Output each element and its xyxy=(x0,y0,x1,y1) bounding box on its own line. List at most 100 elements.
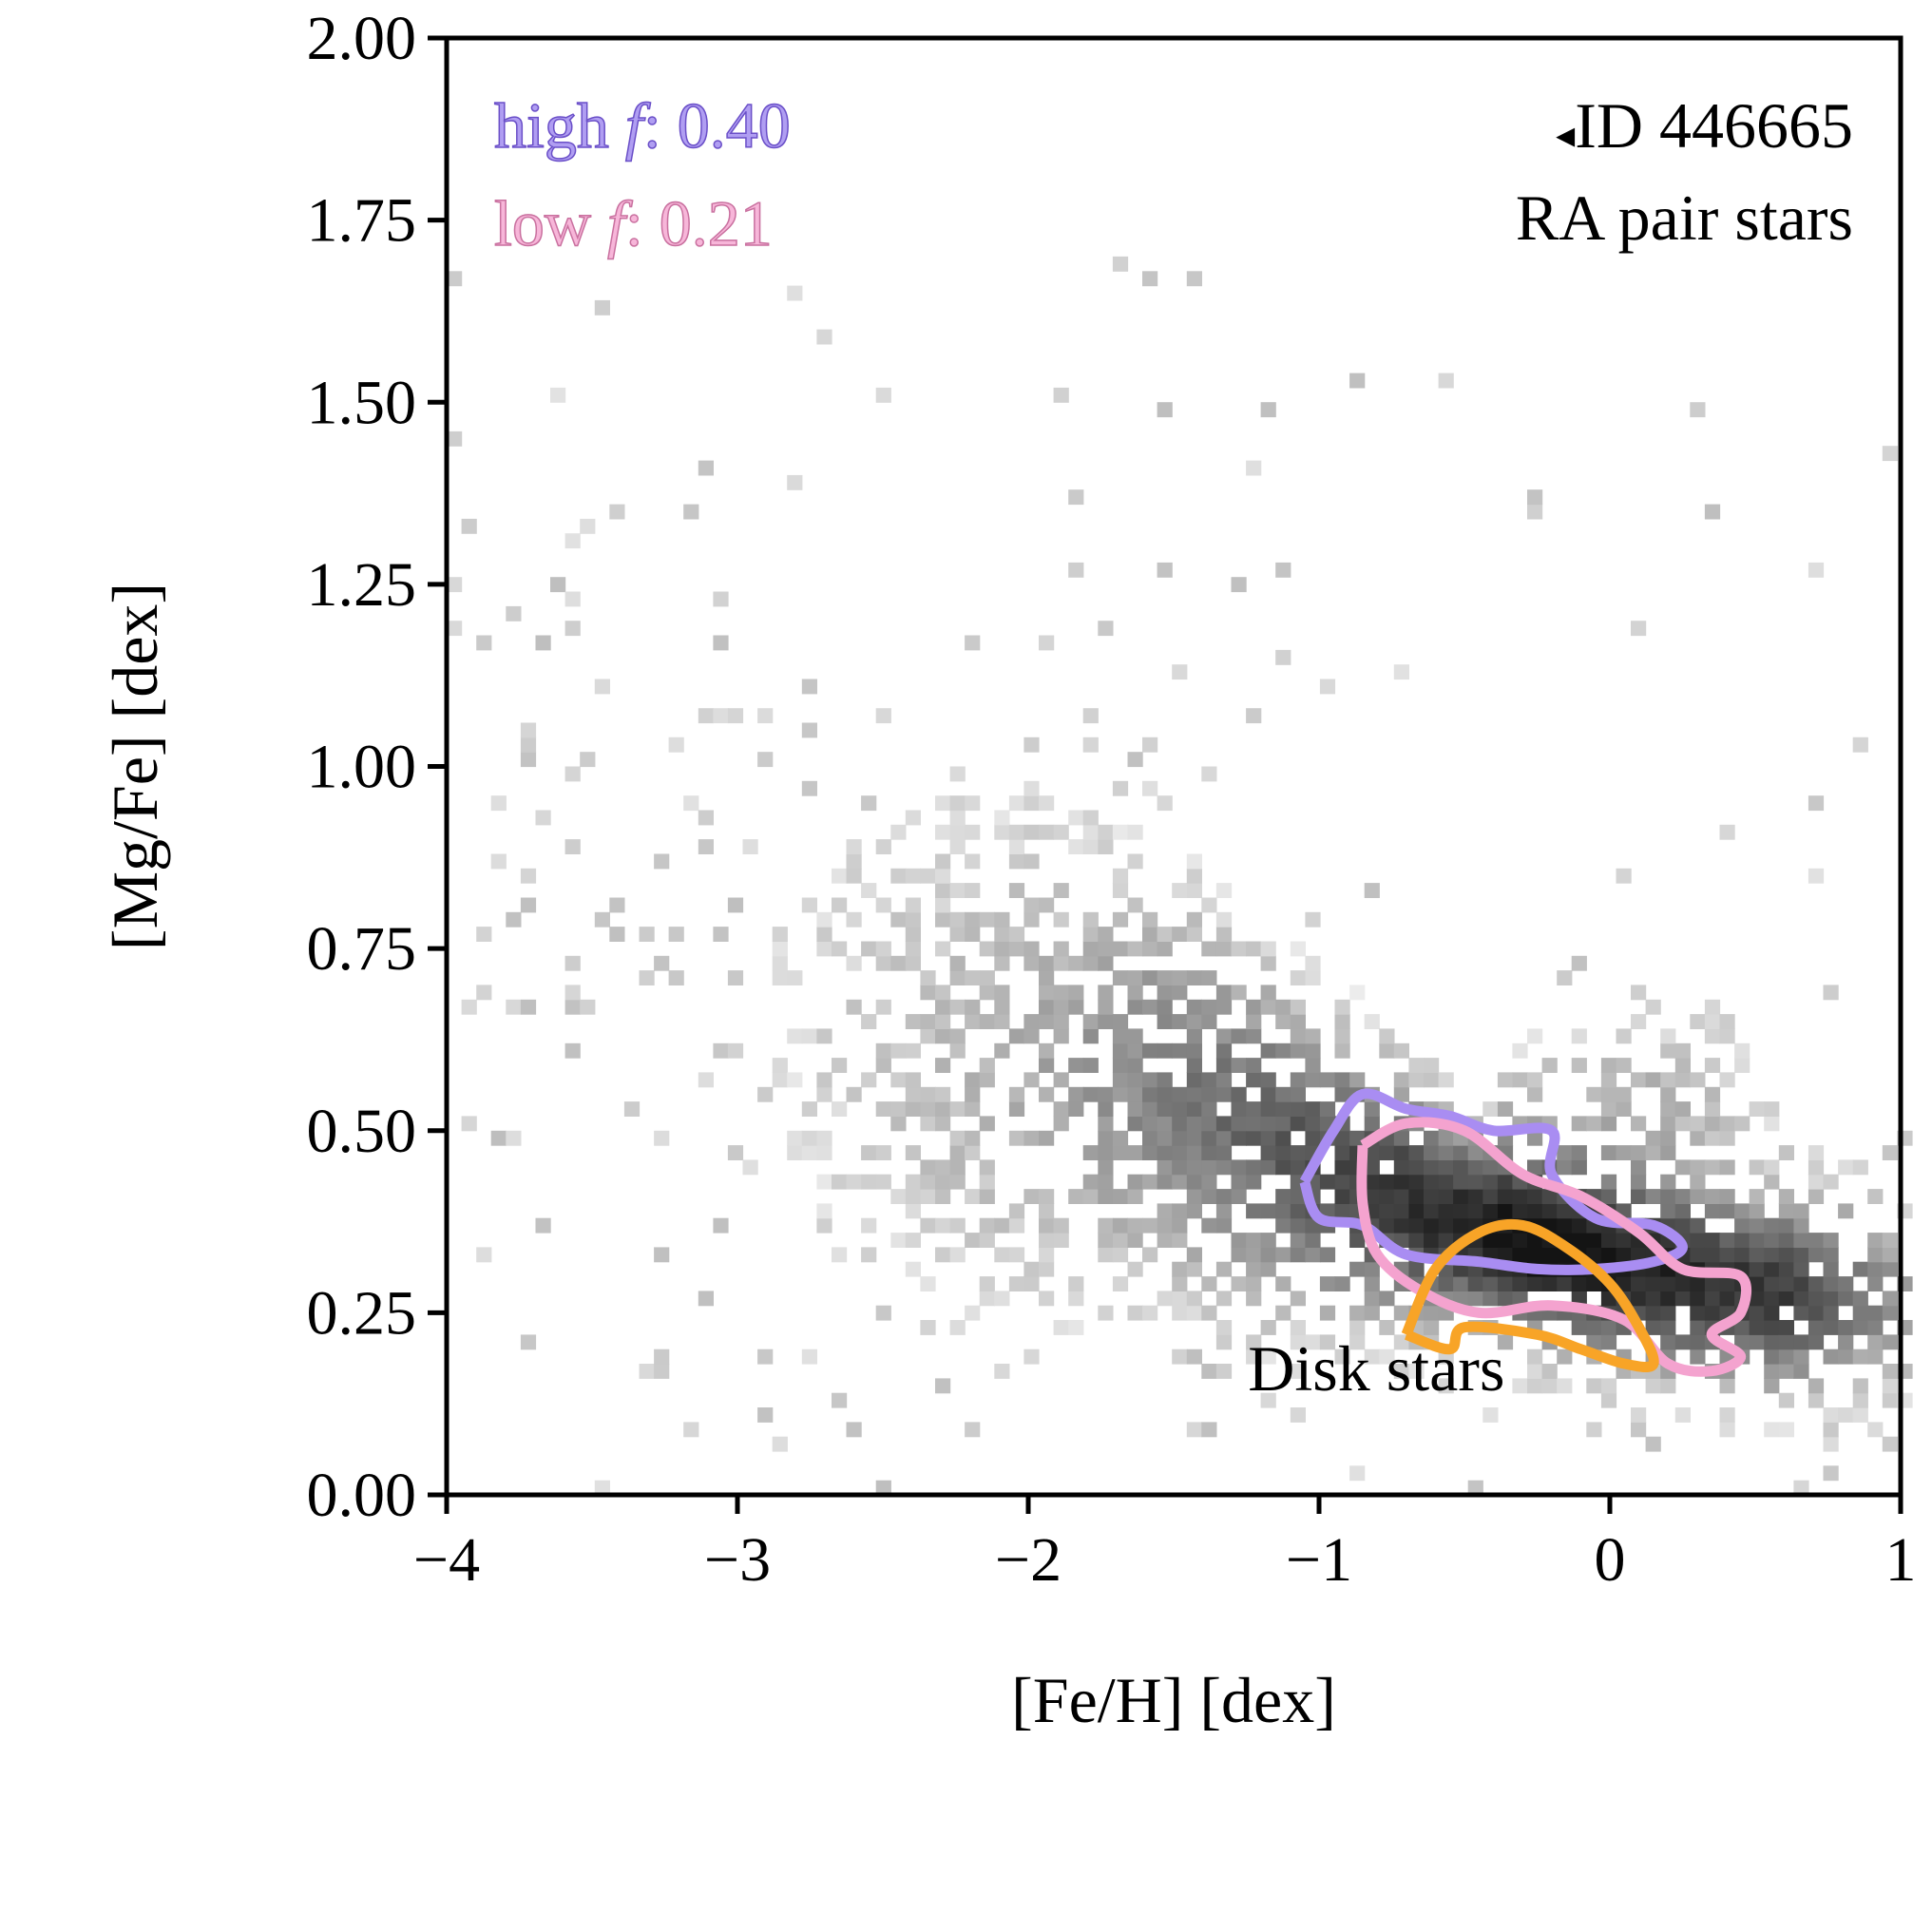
heatmap-cell xyxy=(1008,1247,1025,1263)
heatmap-cell xyxy=(1098,927,1114,942)
heatmap-cell xyxy=(1364,1101,1380,1117)
heatmap-cell xyxy=(1186,883,1202,898)
heatmap-cell xyxy=(965,970,981,985)
heatmap-cell xyxy=(861,1217,877,1234)
heatmap-cell xyxy=(1616,1086,1632,1102)
heatmap-cell xyxy=(861,941,877,957)
heatmap-cell xyxy=(1053,955,1069,971)
heatmap-cell xyxy=(979,1217,995,1234)
heatmap-cell xyxy=(1764,1349,1780,1365)
heatmap-cell xyxy=(1734,1043,1750,1059)
heatmap-cell xyxy=(949,955,966,971)
heatmap-cell xyxy=(698,839,714,854)
heatmap-cell xyxy=(965,1305,981,1321)
heatmap-cell xyxy=(1142,1072,1158,1088)
heatmap-cell xyxy=(920,1159,936,1176)
heatmap-cell xyxy=(1719,1028,1735,1044)
heatmap-cell xyxy=(639,970,655,985)
heatmap-cell xyxy=(1201,766,1217,782)
heatmap-cell xyxy=(1098,839,1114,854)
heatmap-cell xyxy=(1127,1101,1143,1117)
heatmap-cell xyxy=(816,1086,832,1102)
heatmap-cell xyxy=(1172,985,1188,1001)
heatmap-cell xyxy=(461,518,477,534)
heatmap-cell xyxy=(832,1101,848,1117)
heatmap-cell xyxy=(1690,1159,1706,1176)
heatmap-cell xyxy=(1157,1217,1173,1234)
heatmap-cell xyxy=(1379,1043,1395,1059)
heatmap-cell xyxy=(1157,985,1173,1001)
heatmap-cell xyxy=(1334,1276,1350,1291)
heatmap-cell xyxy=(1275,1014,1291,1029)
heatmap-cell xyxy=(832,1058,848,1073)
heatmap-cell xyxy=(727,1145,744,1160)
heatmap-cell xyxy=(1808,868,1825,884)
heatmap-cell xyxy=(861,883,877,898)
heatmap-cell xyxy=(1053,1072,1069,1088)
heatmap-cell xyxy=(1246,1116,1262,1132)
y-tick-label: 1.50 xyxy=(307,368,417,437)
heatmap-cell xyxy=(1808,1334,1825,1350)
heatmap-cell xyxy=(772,1058,788,1073)
heatmap-cell xyxy=(1852,1291,1868,1307)
heatmap-cell xyxy=(1023,911,1040,928)
heatmap-cell xyxy=(1438,1189,1454,1204)
heatmap-cell xyxy=(1201,1014,1217,1029)
heatmap-cell xyxy=(757,1407,774,1423)
heatmap-cell xyxy=(639,927,655,942)
heatmap-cell xyxy=(1186,1189,1202,1204)
heatmap-cell xyxy=(949,1320,966,1335)
heatmap-cell xyxy=(1690,1189,1706,1204)
heatmap-cell xyxy=(1260,1130,1276,1146)
heatmap-cell xyxy=(564,985,581,1001)
heatmap-cell xyxy=(1201,1072,1217,1088)
heatmap-cell xyxy=(1098,1130,1114,1146)
heatmap-cell xyxy=(965,1101,981,1117)
heatmap-cell xyxy=(1600,1378,1617,1394)
heatmap-cell xyxy=(1201,1130,1217,1146)
heatmap-cell xyxy=(1053,985,1069,1001)
heatmap-cell xyxy=(1039,1058,1055,1073)
heatmap-cell xyxy=(846,1422,862,1438)
heatmap-cell xyxy=(1808,1276,1825,1291)
heatmap-cell xyxy=(1186,1145,1202,1160)
heatmap-cell xyxy=(1275,1247,1291,1263)
heatmap-cell xyxy=(979,1116,995,1132)
legend-low-value: : 0.21 xyxy=(625,187,773,259)
heatmap-cell xyxy=(1660,1291,1676,1307)
heatmap-cell xyxy=(1231,1159,1247,1176)
heatmap-cell xyxy=(1557,1217,1573,1234)
heatmap-cell xyxy=(949,824,966,840)
heatmap-cell xyxy=(1497,1203,1514,1219)
heatmap-cell xyxy=(1186,853,1202,870)
heatmap-cell xyxy=(1586,1320,1602,1335)
heatmap-cell xyxy=(1424,1145,1440,1160)
heatmap-cell xyxy=(1467,1145,1483,1160)
heatmap-cell xyxy=(1008,1086,1025,1102)
heatmap-cell xyxy=(1127,1233,1143,1248)
heatmap-cell xyxy=(1290,1116,1306,1132)
heatmap-cell xyxy=(742,839,758,854)
heatmap-cell xyxy=(1172,1116,1188,1132)
heatmap-cell xyxy=(1260,1233,1276,1248)
heatmap-cell xyxy=(1527,1189,1543,1204)
heatmap-cell xyxy=(1349,985,1366,1001)
heatmap-cell xyxy=(1142,1101,1158,1117)
heatmap-cell xyxy=(1127,1217,1143,1234)
heatmap-cell xyxy=(461,999,477,1015)
heatmap-cell xyxy=(1764,1378,1780,1394)
heatmap-cell xyxy=(1053,824,1069,840)
heatmap-cell xyxy=(1467,1291,1483,1307)
heatmap-cell xyxy=(1778,1320,1794,1335)
heatmap-cell xyxy=(1749,1101,1765,1117)
heatmap-cell xyxy=(861,1072,877,1088)
heatmap-cell xyxy=(1497,1291,1514,1307)
heatmap-cell xyxy=(1215,1072,1233,1088)
heatmap-cell xyxy=(1690,1291,1706,1307)
heatmap-cell xyxy=(1082,1189,1099,1204)
heatmap-cell xyxy=(1305,1043,1321,1059)
heatmap-cell xyxy=(935,1014,951,1029)
heatmap-cell xyxy=(965,853,981,870)
heatmap-cell xyxy=(1690,1334,1706,1350)
